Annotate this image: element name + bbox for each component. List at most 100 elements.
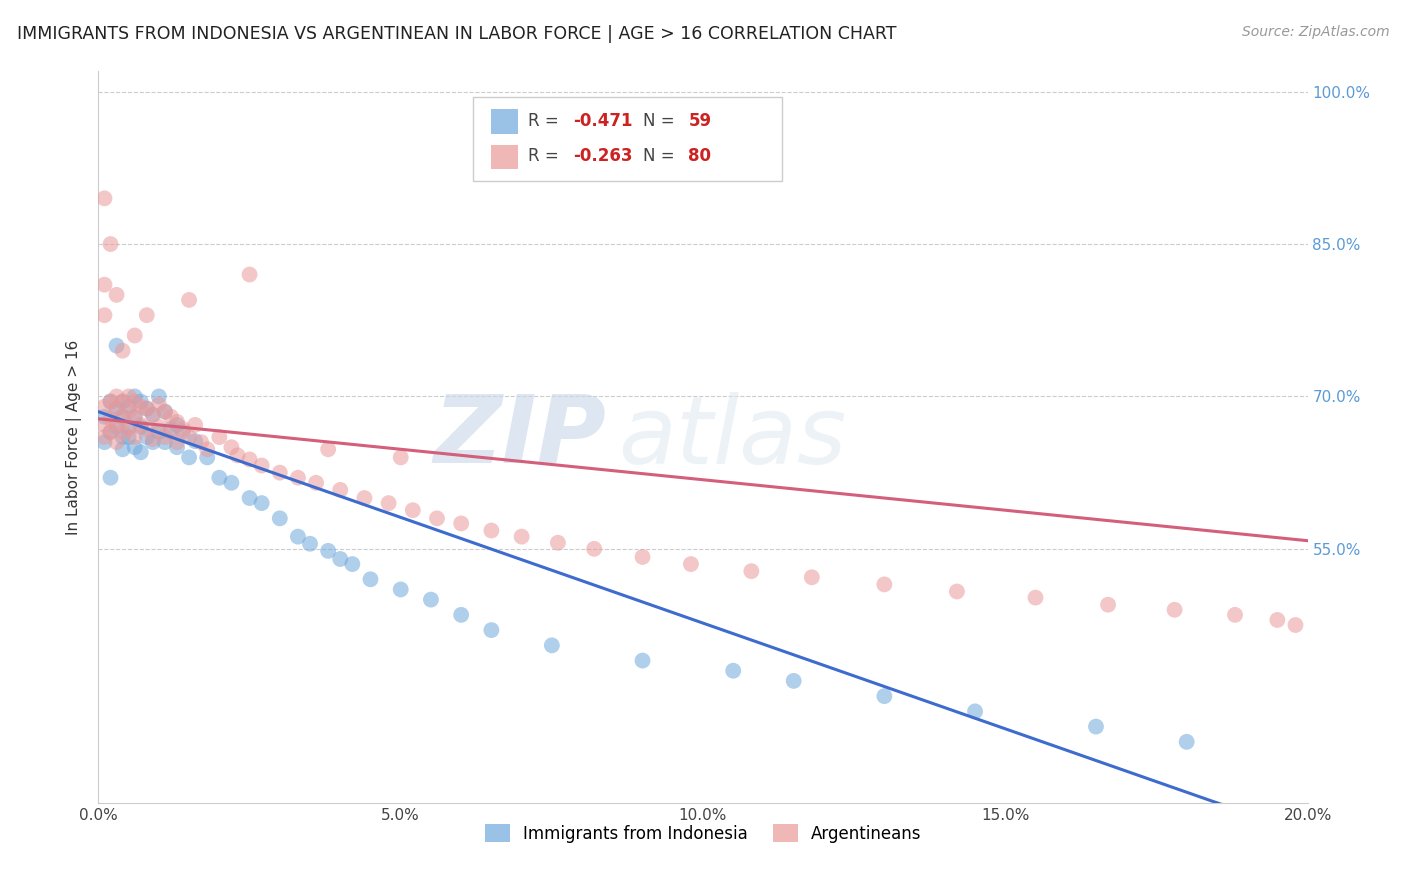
- Text: ZIP: ZIP: [433, 391, 606, 483]
- Point: [179, 430, 201, 444]
- Point: [316, 442, 339, 457]
- Point: [118, 405, 141, 419]
- Point: [111, 394, 134, 409]
- Point: [450, 607, 472, 622]
- Point: [1284, 618, 1306, 632]
- Point: [299, 537, 322, 551]
- Point: [105, 338, 128, 352]
- Point: [679, 557, 702, 571]
- Point: [148, 425, 170, 439]
- Point: [353, 491, 375, 505]
- Point: [1024, 591, 1046, 605]
- Point: [124, 440, 146, 454]
- Point: [118, 389, 141, 403]
- Point: [195, 442, 218, 457]
- Point: [111, 442, 134, 457]
- Text: atlas: atlas: [619, 392, 846, 483]
- Point: [723, 664, 745, 678]
- Point: [269, 511, 291, 525]
- Point: [111, 409, 134, 424]
- Point: [250, 458, 273, 473]
- Point: [305, 475, 328, 490]
- Point: [342, 557, 364, 571]
- Point: [129, 445, 152, 459]
- Point: [105, 401, 128, 416]
- Point: [583, 541, 606, 556]
- Point: [93, 430, 115, 444]
- Text: N =: N =: [643, 112, 679, 130]
- Point: [160, 409, 183, 424]
- Point: [179, 450, 201, 465]
- Legend: Immigrants from Indonesia, Argentineans: Immigrants from Indonesia, Argentineans: [478, 818, 928, 849]
- Point: [208, 471, 231, 485]
- Point: [111, 430, 134, 444]
- Point: [631, 549, 654, 564]
- Point: [124, 394, 146, 409]
- Text: -0.263: -0.263: [574, 147, 633, 165]
- Point: [631, 654, 654, 668]
- Bar: [492, 145, 517, 169]
- Point: [389, 450, 412, 465]
- Point: [93, 417, 115, 432]
- Point: [800, 570, 823, 584]
- Text: N =: N =: [643, 147, 679, 165]
- Point: [118, 400, 141, 414]
- Point: [239, 452, 262, 467]
- Text: R =: R =: [527, 112, 564, 130]
- Point: [221, 475, 243, 490]
- Point: [377, 496, 399, 510]
- Point: [105, 420, 128, 434]
- Point: [100, 425, 122, 439]
- Point: [100, 411, 122, 425]
- Point: [873, 689, 896, 703]
- Point: [111, 394, 134, 409]
- Text: 80: 80: [689, 147, 711, 165]
- Point: [329, 483, 352, 497]
- Point: [166, 440, 188, 454]
- Point: [250, 496, 273, 510]
- Point: [510, 530, 533, 544]
- Point: [105, 288, 128, 302]
- Point: [135, 401, 157, 416]
- Point: [93, 308, 115, 322]
- Bar: [492, 110, 517, 134]
- Point: [148, 398, 170, 412]
- FancyBboxPatch shape: [474, 97, 782, 181]
- Point: [142, 435, 165, 450]
- Point: [129, 420, 152, 434]
- Point: [105, 389, 128, 403]
- Point: [329, 552, 352, 566]
- Point: [166, 417, 188, 432]
- Point: [148, 420, 170, 434]
- Point: [118, 420, 141, 434]
- Point: [135, 430, 157, 444]
- Point: [547, 535, 569, 549]
- Point: [402, 503, 425, 517]
- Point: [124, 328, 146, 343]
- Point: [1223, 607, 1246, 622]
- Point: [287, 530, 309, 544]
- Point: [105, 401, 128, 416]
- Point: [239, 491, 262, 505]
- Point: [124, 409, 146, 424]
- Point: [1163, 603, 1185, 617]
- Point: [1267, 613, 1289, 627]
- Point: [269, 466, 291, 480]
- Point: [142, 408, 165, 422]
- Point: [124, 430, 146, 444]
- Point: [184, 434, 207, 449]
- Point: [153, 430, 176, 444]
- Point: [93, 400, 115, 414]
- Point: [221, 440, 243, 454]
- Text: IMMIGRANTS FROM INDONESIA VS ARGENTINEAN IN LABOR FORCE | AGE > 16 CORRELATION C: IMMIGRANTS FROM INDONESIA VS ARGENTINEAN…: [17, 25, 897, 43]
- Point: [179, 293, 201, 307]
- Point: [208, 430, 231, 444]
- Point: [287, 471, 309, 485]
- Point: [142, 432, 165, 446]
- Point: [783, 673, 806, 688]
- Text: -0.471: -0.471: [574, 112, 633, 130]
- Point: [118, 430, 141, 444]
- Point: [1097, 598, 1119, 612]
- Y-axis label: In Labor Force | Age > 16: In Labor Force | Age > 16: [66, 340, 83, 534]
- Point: [100, 394, 122, 409]
